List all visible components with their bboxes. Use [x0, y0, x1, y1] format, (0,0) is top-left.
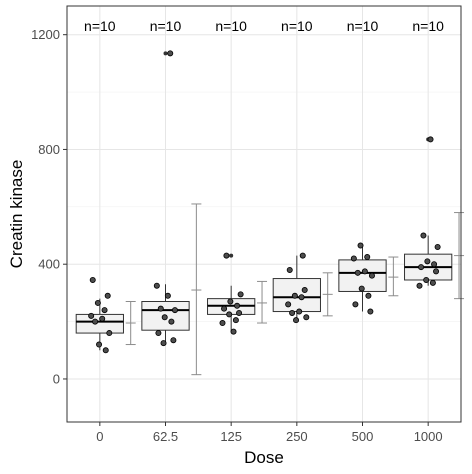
- data-point: [232, 317, 239, 324]
- data-point: [298, 294, 305, 301]
- data-point: [164, 292, 171, 299]
- data-point: [161, 314, 168, 321]
- data-point: [296, 308, 303, 315]
- sample-size-label: n=10: [150, 18, 182, 34]
- data-point: [358, 285, 365, 292]
- data-point: [99, 315, 106, 322]
- x-tick-label: 125: [220, 429, 242, 444]
- x-tick-label: 1000: [414, 429, 443, 444]
- data-point: [223, 252, 230, 259]
- data-point: [227, 298, 234, 305]
- data-point: [237, 291, 244, 298]
- data-point: [96, 341, 103, 348]
- x-tick-label: 62.5: [153, 429, 178, 444]
- data-point: [101, 307, 108, 314]
- data-point: [367, 308, 374, 315]
- sample-size-labels: n=10 n=10 n=10 n=10 n=10 n=10: [84, 18, 444, 34]
- data-point: [352, 301, 359, 308]
- data-point: [155, 330, 162, 337]
- data-point: [431, 261, 438, 268]
- data-point: [301, 287, 308, 294]
- data-point: [104, 292, 111, 299]
- data-point: [357, 242, 364, 249]
- data-point: [416, 282, 423, 289]
- data-point: [427, 136, 434, 143]
- data-point: [221, 305, 228, 312]
- data-point: [429, 279, 436, 286]
- data-point: [285, 301, 292, 308]
- data-point: [424, 258, 431, 265]
- data-point: [167, 50, 174, 57]
- data-point: [361, 268, 368, 275]
- y-tick-label: 400: [38, 257, 60, 272]
- sample-size-label: n=10: [412, 18, 444, 34]
- data-point: [286, 266, 293, 273]
- box-outlier: [229, 253, 234, 258]
- data-point: [423, 276, 430, 283]
- sample-size-label: n=10: [84, 18, 116, 34]
- data-point: [170, 337, 177, 344]
- data-point: [92, 318, 99, 325]
- x-axis-title: Dose: [244, 448, 284, 467]
- data-point: [350, 255, 357, 262]
- x-tick-label: 0: [96, 429, 103, 444]
- plot-panel-border: [66, 5, 462, 423]
- sample-size-label: n=10: [215, 18, 247, 34]
- data-point: [434, 243, 441, 250]
- data-point: [303, 314, 310, 321]
- data-point: [168, 318, 175, 325]
- box-outlier: [163, 51, 168, 56]
- data-points: [88, 50, 441, 354]
- interval-bars: [125, 203, 465, 376]
- data-point: [230, 328, 237, 335]
- y-axis-title: Creatin kinase: [7, 160, 26, 269]
- data-point: [157, 305, 164, 312]
- data-point: [418, 264, 425, 271]
- data-point: [102, 347, 109, 354]
- x-axis-ticks: 0 62.5 125 250 500 1000: [96, 422, 443, 444]
- data-point: [289, 309, 296, 316]
- data-point: [226, 311, 233, 318]
- data-point: [236, 309, 243, 316]
- data-point: [160, 340, 167, 347]
- data-point: [171, 307, 178, 314]
- data-point: [354, 269, 361, 276]
- data-point: [291, 292, 298, 299]
- data-point: [89, 276, 96, 283]
- data-point: [299, 252, 306, 259]
- data-point: [153, 282, 160, 289]
- data-point: [106, 330, 113, 337]
- data-point: [88, 312, 95, 319]
- grid: [67, 6, 461, 422]
- data-point: [365, 292, 372, 299]
- box-body: [75, 313, 124, 334]
- y-tick-label: 1200: [31, 27, 60, 42]
- data-point: [94, 299, 101, 306]
- data-point: [420, 232, 427, 239]
- data-point: [433, 268, 440, 275]
- y-tick-label: 0: [53, 371, 60, 386]
- data-point: [364, 254, 371, 261]
- data-point: [368, 272, 375, 279]
- sample-size-label: n=10: [347, 18, 379, 34]
- x-tick-label: 250: [286, 429, 308, 444]
- y-tick-label: 800: [38, 142, 60, 157]
- sample-size-label: n=10: [281, 18, 313, 34]
- data-point: [219, 320, 226, 327]
- x-tick-label: 500: [352, 429, 374, 444]
- data-point: [234, 302, 241, 309]
- y-axis-ticks: 0 400 800 1200: [31, 27, 67, 386]
- data-point: [293, 317, 300, 324]
